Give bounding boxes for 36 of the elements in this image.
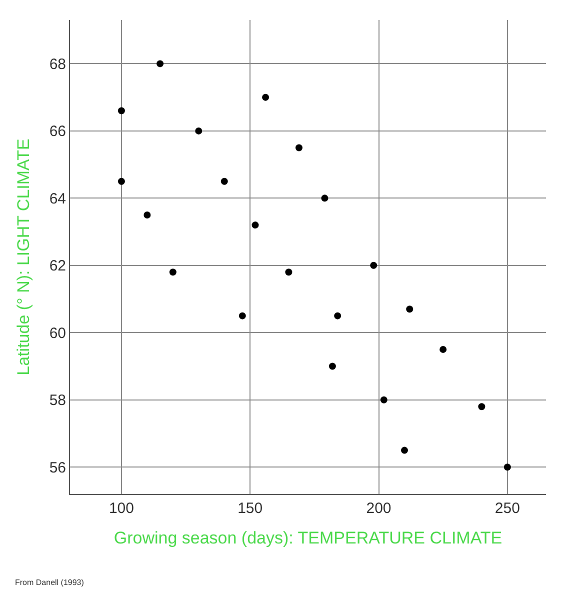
point: [262, 94, 270, 101]
point: [285, 268, 292, 276]
point: [156, 60, 164, 68]
point: [370, 262, 378, 269]
point: [220, 178, 228, 185]
point: [380, 396, 388, 404]
point: [328, 362, 336, 370]
point: [169, 268, 176, 276]
y-tick-label: 68: [49, 56, 66, 73]
x-tick-label: 250: [494, 500, 520, 517]
point: [238, 312, 246, 320]
y-axis-title: Latitude (° N): LIGHT CLIMATE: [14, 138, 33, 376]
point: [252, 222, 259, 229]
point: [400, 446, 408, 454]
y-tick-label: 56: [49, 459, 66, 476]
y-tick-label: 58: [49, 392, 66, 410]
point: [334, 312, 342, 320]
point: [195, 127, 202, 134]
point: [295, 144, 302, 152]
text: From Danell (1993): [15, 578, 84, 587]
point: [440, 346, 447, 353]
point: [321, 194, 328, 202]
point: [504, 464, 511, 471]
point: [478, 403, 486, 410]
point: [118, 178, 125, 185]
point: [144, 211, 151, 218]
x-tick-label: 100: [108, 500, 134, 517]
x-tick-label: 150: [238, 500, 263, 517]
x-tick-label: 200: [366, 500, 392, 517]
y-tick-label: 62: [49, 258, 66, 275]
y-tick-label: 60: [49, 324, 66, 342]
y-tick-label: 66: [49, 123, 66, 140]
point: [406, 306, 414, 313]
x-axis-title: Growing season (days): TEMPERATURE CLIMATE: [114, 528, 502, 548]
y-tick-label: 64: [49, 190, 66, 208]
point: [118, 107, 125, 114]
